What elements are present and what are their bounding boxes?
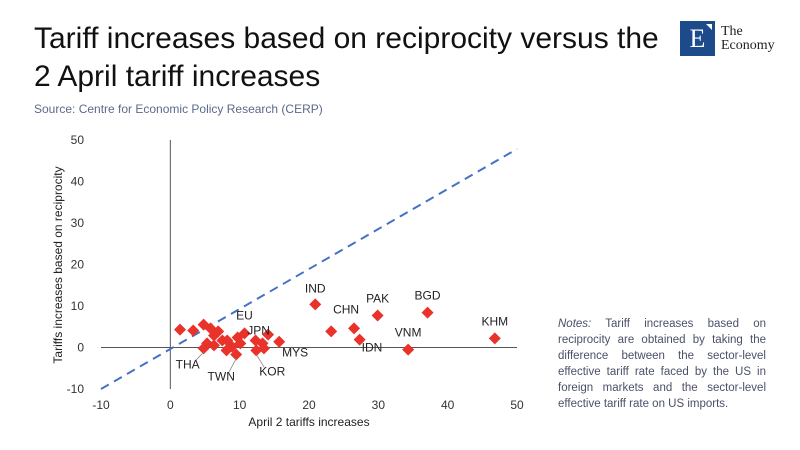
data-point-idn: [353, 333, 366, 346]
y-tick-label: 20: [71, 258, 85, 272]
x-tick-label: 10: [233, 398, 247, 412]
notes-text: Tariff increases based on reciprocity ar…: [558, 318, 766, 410]
x-tick-label: 40: [441, 398, 455, 412]
data-point: [262, 328, 275, 341]
data-point-twn: [230, 348, 243, 361]
data-point-kor: [250, 344, 263, 357]
logo-line2: Economy: [721, 37, 775, 53]
data-point: [208, 329, 221, 342]
data-point-khm: [488, 332, 501, 345]
data-point: [325, 325, 338, 338]
data-label: KOR: [259, 364, 285, 378]
data-point-ind: [309, 298, 322, 311]
x-axis-label: April 2 tariffs increases: [248, 415, 369, 429]
x-tick-label: 20: [302, 398, 316, 412]
data-point-vnm: [402, 343, 415, 356]
reference-line: [100, 148, 518, 390]
data-point-chn: [348, 322, 361, 335]
data-point-eu: [238, 327, 251, 340]
data-point: [221, 334, 234, 347]
data-label: THA: [176, 357, 200, 371]
data-point-tha: [197, 342, 210, 355]
data-label: CHN: [333, 302, 359, 316]
logo: E The Economy: [680, 21, 775, 56]
data-label: MYS: [282, 346, 308, 360]
data-label: JPN: [247, 323, 270, 337]
data-label: IND: [305, 281, 326, 295]
leader-line: [255, 354, 265, 368]
data-point-mys: [273, 335, 286, 348]
y-tick-label: -10: [67, 382, 85, 396]
data-label: IDN: [362, 341, 383, 355]
y-tick-label: 0: [77, 341, 84, 355]
data-point-jpn: [256, 337, 269, 350]
data-point: [187, 324, 200, 337]
y-tick-label: 30: [71, 216, 85, 230]
y-tick-label: 50: [71, 133, 85, 147]
logo-line1: The: [721, 23, 743, 39]
notes: Notes: Tariff increases based on recipro…: [558, 316, 766, 412]
data-label: BGD: [415, 289, 441, 303]
data-point: [174, 323, 187, 336]
data-point: [249, 334, 262, 347]
notes-label: Notes:: [558, 318, 592, 330]
data-label: VNM: [395, 326, 422, 340]
logo-icon: E: [680, 21, 715, 56]
x-tick-label: 0: [167, 398, 174, 412]
y-tick-label: 10: [71, 299, 85, 313]
data-point-bgd: [421, 306, 434, 319]
y-tick-label: 40: [71, 175, 85, 189]
data-label: EU: [236, 308, 253, 322]
x-tick-label: -10: [92, 398, 110, 412]
chart-title: Tariff increases based on reciprocity ve…: [34, 22, 659, 93]
data-point-pak: [371, 309, 384, 322]
leader-line: [195, 352, 204, 361]
x-tick-label: 50: [510, 398, 524, 412]
x-tick-label: 30: [372, 398, 386, 412]
y-axis-label: Tariffs increases based on reciprocity: [51, 166, 65, 363]
leader-line: [228, 358, 237, 373]
data-label: TWN: [208, 370, 235, 384]
data-point: [208, 339, 221, 352]
data-label: KHM: [481, 314, 508, 328]
source-note: Source: Centre for Economic Policy Resea…: [34, 102, 323, 116]
data-label: PAK: [366, 292, 389, 306]
